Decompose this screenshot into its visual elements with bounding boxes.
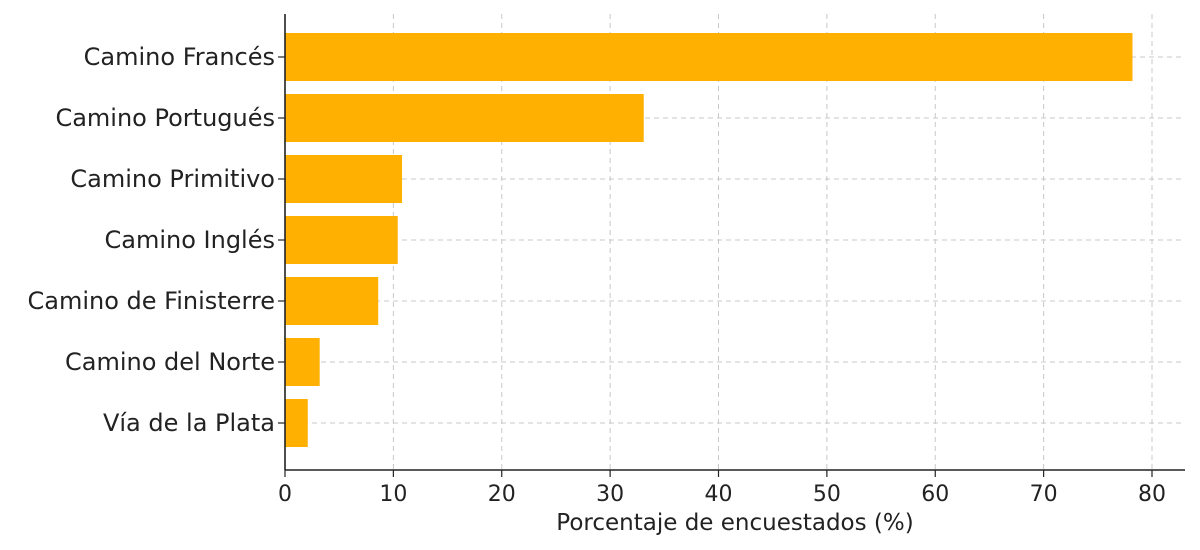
bar: [285, 155, 403, 203]
x-tick-label: 60: [921, 482, 949, 507]
grid-lines: [285, 14, 1185, 470]
x-tick-label: 70: [1030, 482, 1058, 507]
category-label: Vía de la Plata: [103, 409, 275, 437]
category-label: Camino Francés: [84, 43, 275, 71]
x-tick-label: 20: [488, 482, 516, 507]
bar: [285, 338, 320, 386]
bar: [285, 216, 398, 264]
bar: [285, 277, 379, 325]
x-tick-label: 0: [278, 482, 292, 507]
bars: [285, 33, 1133, 447]
category-label: Camino Portugués: [55, 104, 275, 132]
axes: [284, 14, 1185, 471]
x-axis-title: Porcentaje de encuestados (%): [556, 510, 913, 536]
x-tick-label: 40: [705, 482, 733, 507]
x-tick-label: 50: [813, 482, 841, 507]
bar: [285, 33, 1133, 81]
category-label: Camino Inglés: [105, 226, 276, 254]
category-label: Camino del Norte: [65, 348, 275, 376]
category-label: Camino de Finisterre: [28, 287, 276, 315]
x-tick-label: 30: [596, 482, 624, 507]
x-tick-label: 80: [1138, 482, 1166, 507]
x-tick-label: 10: [379, 482, 407, 507]
bar: [285, 94, 644, 142]
bar: [285, 399, 308, 447]
labels: 0 10 20 30 40 50 60 70 80 Camino Francés Camino Po…: [28, 43, 1167, 507]
category-label: Camino Primitivo: [70, 165, 275, 193]
